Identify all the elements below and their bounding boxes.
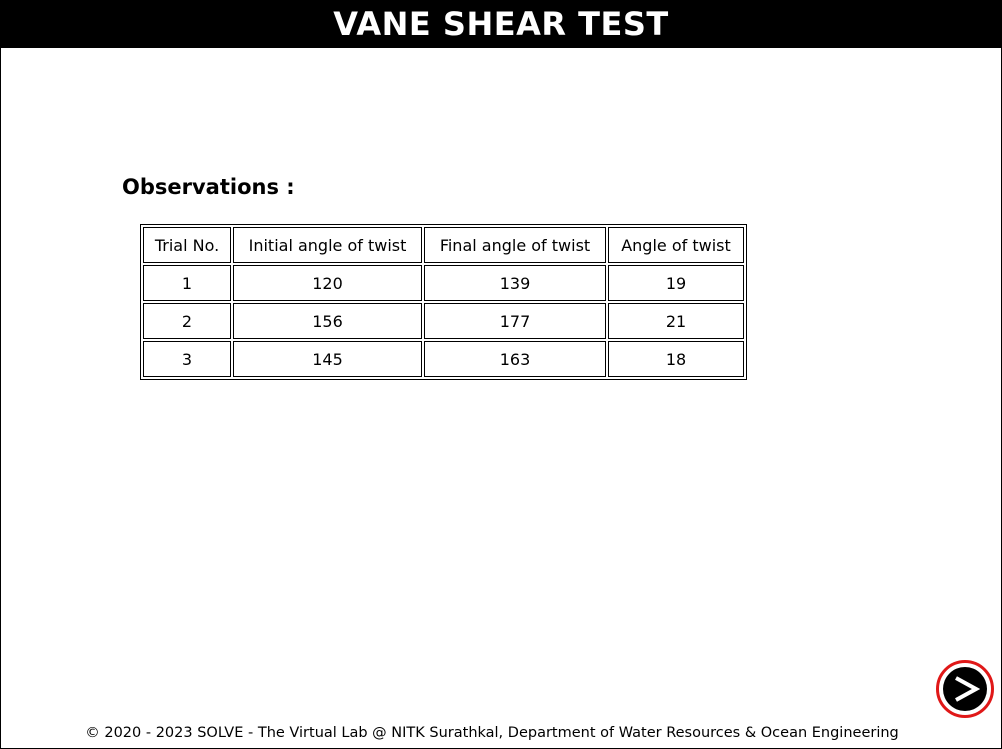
next-button[interactable] xyxy=(936,660,994,718)
column-header-trial-no: Trial No. xyxy=(143,227,231,263)
table-row: 1 120 139 19 xyxy=(143,265,744,301)
cell-initial-angle: 120 xyxy=(233,265,422,301)
table-header-row: Trial No. Initial angle of twist Final a… xyxy=(143,227,744,263)
cell-angle-of-twist: 21 xyxy=(608,303,744,339)
observations-table: Trial No. Initial angle of twist Final a… xyxy=(140,224,747,380)
cell-trial-no: 2 xyxy=(143,303,231,339)
cell-angle-of-twist: 19 xyxy=(608,265,744,301)
page-title: VANE SHEAR TEST xyxy=(1,1,1001,48)
column-header-final-angle: Final angle of twist xyxy=(424,227,606,263)
cell-final-angle: 163 xyxy=(424,341,606,377)
next-arrow-glyph xyxy=(955,676,980,702)
cell-initial-angle: 145 xyxy=(233,341,422,377)
table-row: 3 145 163 18 xyxy=(143,341,744,377)
observations-heading: Observations : xyxy=(122,175,295,199)
footer-copyright: © 2020 - 2023 SOLVE - The Virtual Lab @ … xyxy=(85,725,899,741)
column-header-angle-of-twist: Angle of twist xyxy=(608,227,744,263)
cell-trial-no: 3 xyxy=(143,341,231,377)
cell-final-angle: 139 xyxy=(424,265,606,301)
cell-angle-of-twist: 18 xyxy=(608,341,744,377)
cell-initial-angle: 156 xyxy=(233,303,422,339)
cell-trial-no: 1 xyxy=(143,265,231,301)
table-row: 2 156 177 21 xyxy=(143,303,744,339)
next-arrow-icon xyxy=(943,667,987,711)
cell-final-angle: 177 xyxy=(424,303,606,339)
column-header-initial-angle: Initial angle of twist xyxy=(233,227,422,263)
